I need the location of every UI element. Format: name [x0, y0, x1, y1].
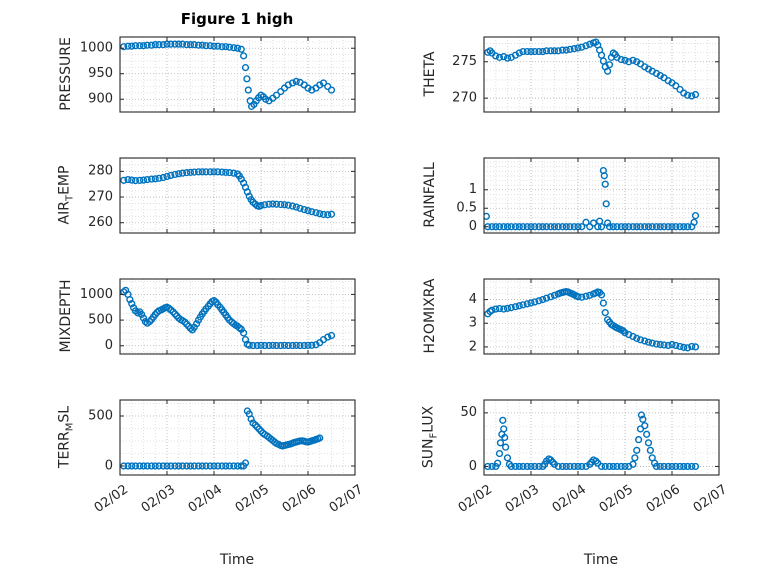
- terr-msl-plot-canvas: [58, 394, 361, 539]
- subplot-terr-msl: [58, 394, 361, 539]
- pressure-plot-canvas: [58, 31, 361, 176]
- air-temp-plot-canvas: [58, 152, 361, 297]
- figure-title: Figure 1 high: [180, 10, 294, 28]
- subplot-air-temp: [58, 152, 361, 297]
- x-axis-label-left: Time: [219, 552, 255, 568]
- rainfall-plot-canvas: [422, 152, 725, 297]
- sun-flux-plot-canvas: [422, 394, 725, 539]
- x-axis-label-right: Time: [583, 552, 619, 568]
- subplot-mixdepth: [58, 273, 361, 418]
- mixdepth-plot-canvas: [58, 273, 361, 418]
- h2omixra-plot-canvas: [422, 273, 725, 418]
- subplot-h2omixra: [422, 273, 725, 418]
- subplot-rainfall: [422, 152, 725, 297]
- theta-plot-canvas: [422, 31, 725, 176]
- subplot-sun-flux: [422, 394, 725, 539]
- subplot-pressure: [58, 31, 361, 176]
- subplot-theta: [422, 31, 725, 176]
